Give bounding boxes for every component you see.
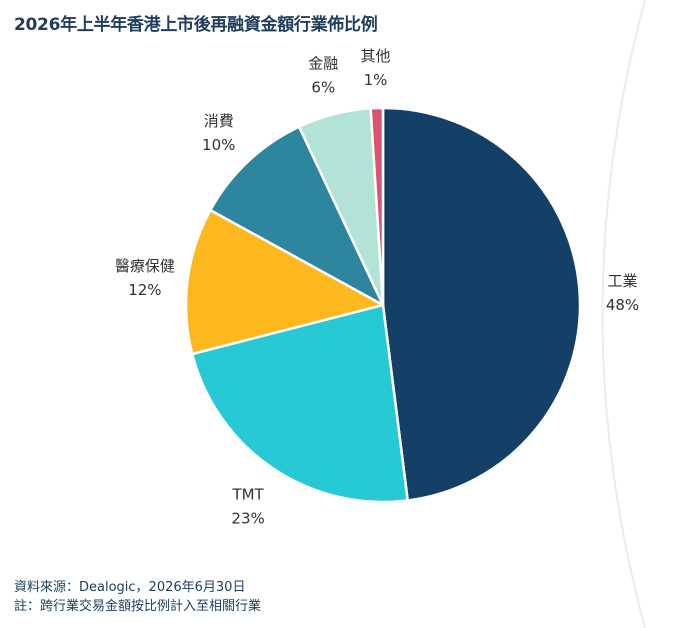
chart-title: 2026年上半年香港上市後再融資金額行業佈比例: [14, 15, 378, 35]
slice-value-label: 48%: [606, 296, 639, 314]
slice-category-label: 醫療保健: [115, 257, 175, 275]
slice-category-label: 消費: [204, 112, 234, 130]
pie-slice-slice-5: [369, 106, 385, 307]
pie-labels: 工業 48% TMT 23% 醫療保健 12% 消費 10% 金融 6% 其他 1%: [115, 47, 639, 527]
chart-footer: 資料來源：Dealogic，2026年6月30日 註：跨行業交易金額按比例計入至…: [14, 578, 261, 616]
pie-slice-slice-0: [381, 106, 582, 502]
slice-category-label: TMT: [231, 485, 264, 503]
pie-slices: [184, 106, 582, 504]
pie-slice-slice-3: [209, 125, 385, 307]
slice-category-label: 工業: [608, 272, 638, 290]
slice-category-label: 其他: [360, 47, 390, 65]
slice-value-label: 10%: [202, 136, 235, 154]
slice-category-label: 金融: [308, 55, 338, 73]
slice-value-label: 6%: [311, 79, 335, 97]
source-note: 資料來源：Dealogic，2026年6月30日: [14, 580, 246, 595]
page-edge-arc: [601, 0, 646, 628]
pie-slice-slice-2: [184, 208, 385, 356]
slice-value-label: 12%: [128, 281, 161, 299]
pie-slice-tmt: [190, 303, 409, 504]
slice-value-label: 1%: [364, 71, 388, 89]
footnote: 註：跨行業交易金額按比例計入至相關行業: [14, 599, 262, 614]
slice-value-label: 23%: [231, 509, 264, 527]
